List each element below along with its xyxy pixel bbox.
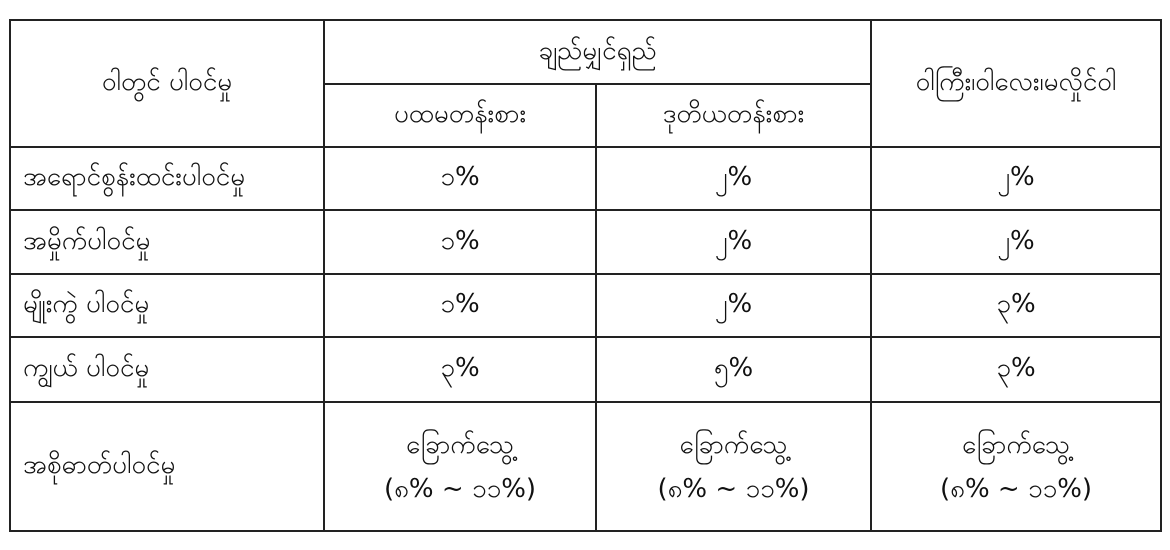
header-row: ဝါတွင် ပါဝင်မှု ချည်မျှင်ရှည် ဝါကြီး၊ဝါလ… bbox=[9, 19, 1163, 148]
row-label: မျိုးကွဲ ပါဝင်မှု bbox=[9, 273, 325, 338]
subheader-row: ပထမတန်းစား ဒုတိယတန်းစား bbox=[10, 83, 1161, 148]
moisture-cell: ခြောက်သွေ့ (၈% ~ ၁၁%) bbox=[870, 401, 1163, 532]
table-row: အမှိုက်ပါဝင်မှု ၁% ၂% ၂% bbox=[9, 209, 1163, 275]
cell-value: ၂% bbox=[594, 273, 873, 338]
row-label: ကျွယ် ပါဝင်မှု bbox=[9, 336, 325, 403]
moisture-status: ခြောက်သွေ့ bbox=[679, 429, 788, 460]
table-row: အရောင်စွန်းထင်းပါဝင်မှု ၁% ၂% ၂% bbox=[9, 146, 1163, 211]
moisture-row: အစိုဓာတ်ပါဝင်မှု ခြောက်သွေ့ (၈% ~ ၁၁%) ခ… bbox=[9, 401, 1163, 532]
row-label: အရောင်စွန်းထင်းပါဝင်မှု bbox=[9, 146, 325, 211]
cell-value: ၅% bbox=[594, 336, 873, 403]
moisture-status: ခြောက်သွေ့ bbox=[406, 429, 514, 460]
header-other-cotton: ဝါကြီး၊ဝါလေး၊မလှိုင်ဝါ bbox=[870, 19, 1163, 148]
table-row: ကျွယ် ပါဝင်မှု ၃% ၅% ၃% bbox=[9, 336, 1163, 403]
cell-value: ၃% bbox=[870, 273, 1163, 338]
cell-value: ၂% bbox=[870, 209, 1163, 275]
cell-value: ၃% bbox=[870, 336, 1163, 403]
header-second-grade: ဒုတိယတန်းစား bbox=[594, 83, 873, 148]
moisture-cell: ခြောက်သွေ့ (၈% ~ ၁၁%) bbox=[594, 401, 873, 532]
cell-value: ၁% bbox=[323, 273, 597, 338]
moisture-cell: ခြောက်သွေ့ (၈% ~ ၁၁%) bbox=[323, 401, 597, 532]
cell-value: ၂% bbox=[870, 146, 1163, 211]
header-long-staple: ချည်မျှင်ရှည် bbox=[322, 19, 873, 85]
moisture-range: (၈% ~ ၁၁%) bbox=[939, 473, 1093, 504]
cotton-quality-table: ဝါတွင် ပါဝင်မှု ချည်မျှင်ရှည် ဝါကြီး၊ဝါလ… bbox=[9, 19, 1163, 532]
row-label: အမှိုက်ပါဝင်မှု bbox=[9, 209, 325, 275]
moisture-range: (၈% ~ ၁၁%) bbox=[657, 473, 810, 504]
row-label: အစိုဓာတ်ပါဝင်မှု bbox=[9, 401, 325, 532]
moisture-status: ခြောက်သွေ့ bbox=[962, 429, 1071, 460]
moisture-range: (၈% ~ ၁၁%) bbox=[383, 473, 537, 504]
cell-value: ၁% bbox=[323, 146, 597, 211]
cell-value: ၃% bbox=[323, 336, 597, 403]
header-cotton-content: ဝါတွင် ပါဝင်မှု bbox=[9, 19, 325, 148]
header-first-grade: ပထမတန်းစား bbox=[323, 83, 597, 148]
cell-value: ၂% bbox=[594, 209, 873, 275]
table-row: မျိုးကွဲ ပါဝင်မှု ၁% ၂% ၃% bbox=[9, 273, 1163, 338]
cell-value: ၁% bbox=[323, 209, 597, 275]
cell-value: ၂% bbox=[594, 146, 873, 211]
